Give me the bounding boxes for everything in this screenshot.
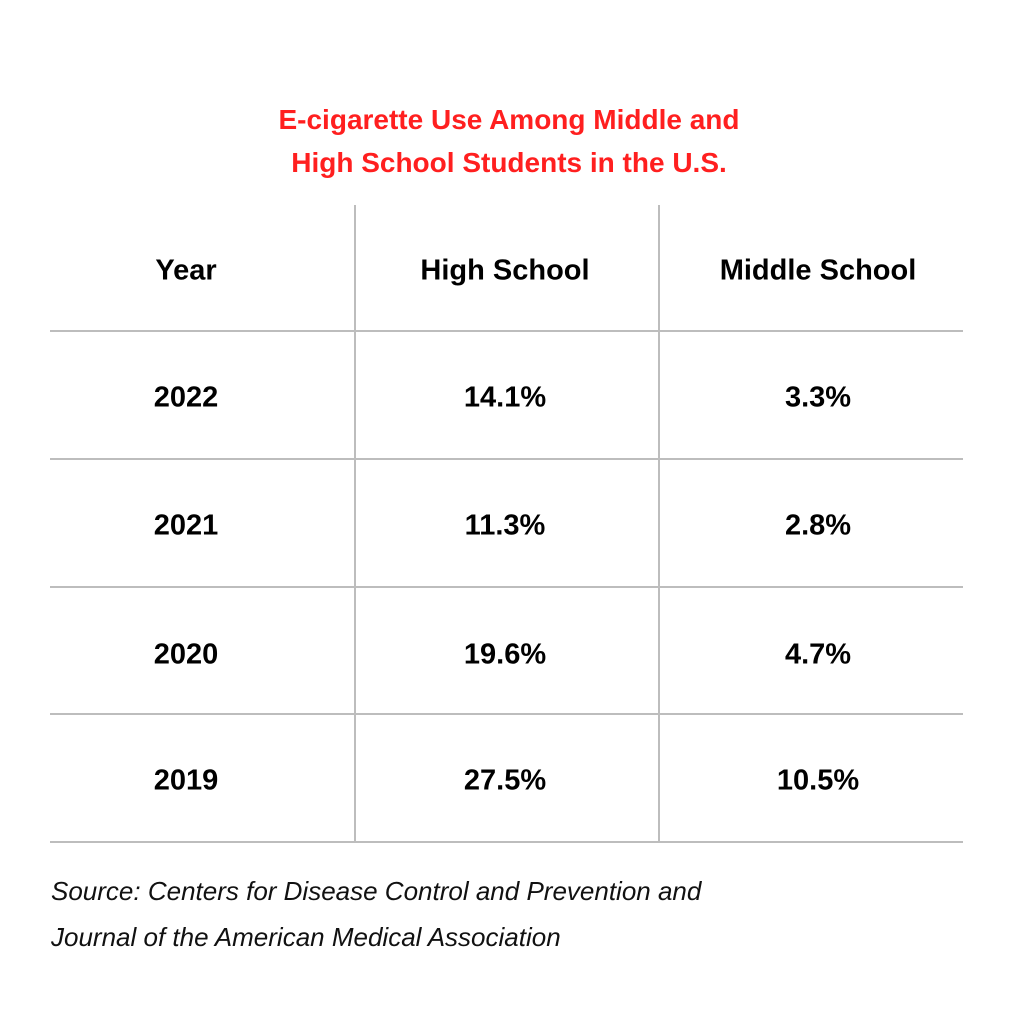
value-cell: 10.5% <box>776 764 860 797</box>
value-cell: 11.3% <box>464 509 546 542</box>
value-cell: 4.7% <box>784 638 852 671</box>
row-divider <box>50 330 963 332</box>
chart-title-line-2: High School Students in the U.S. <box>291 147 727 178</box>
value-cell: 19.6% <box>463 638 547 671</box>
value-cell: 2.8% <box>784 509 852 542</box>
row-divider <box>50 841 963 843</box>
row-divider <box>50 458 963 460</box>
value-cell: 14.1% <box>463 381 547 414</box>
chart-title-line-1: E-cigarette Use Among Middle and <box>278 104 740 135</box>
year-cell: 2022 <box>153 381 219 414</box>
column-divider <box>354 205 356 842</box>
column-header: Year <box>155 254 217 287</box>
year-cell: 2019 <box>153 764 219 797</box>
year-cell: 2020 <box>153 638 219 671</box>
value-cell: 3.3% <box>784 381 852 414</box>
row-divider <box>50 586 963 588</box>
source-line-1: Source: Centers for Disease Control and … <box>51 876 702 906</box>
column-divider <box>658 205 660 842</box>
row-divider <box>50 713 963 715</box>
source-line-2: Journal of the American Medical Associat… <box>51 922 561 952</box>
year-cell: 2021 <box>153 509 219 542</box>
value-cell: 27.5% <box>463 764 547 797</box>
column-header: High School <box>420 254 590 287</box>
column-header: Middle School <box>719 254 917 287</box>
